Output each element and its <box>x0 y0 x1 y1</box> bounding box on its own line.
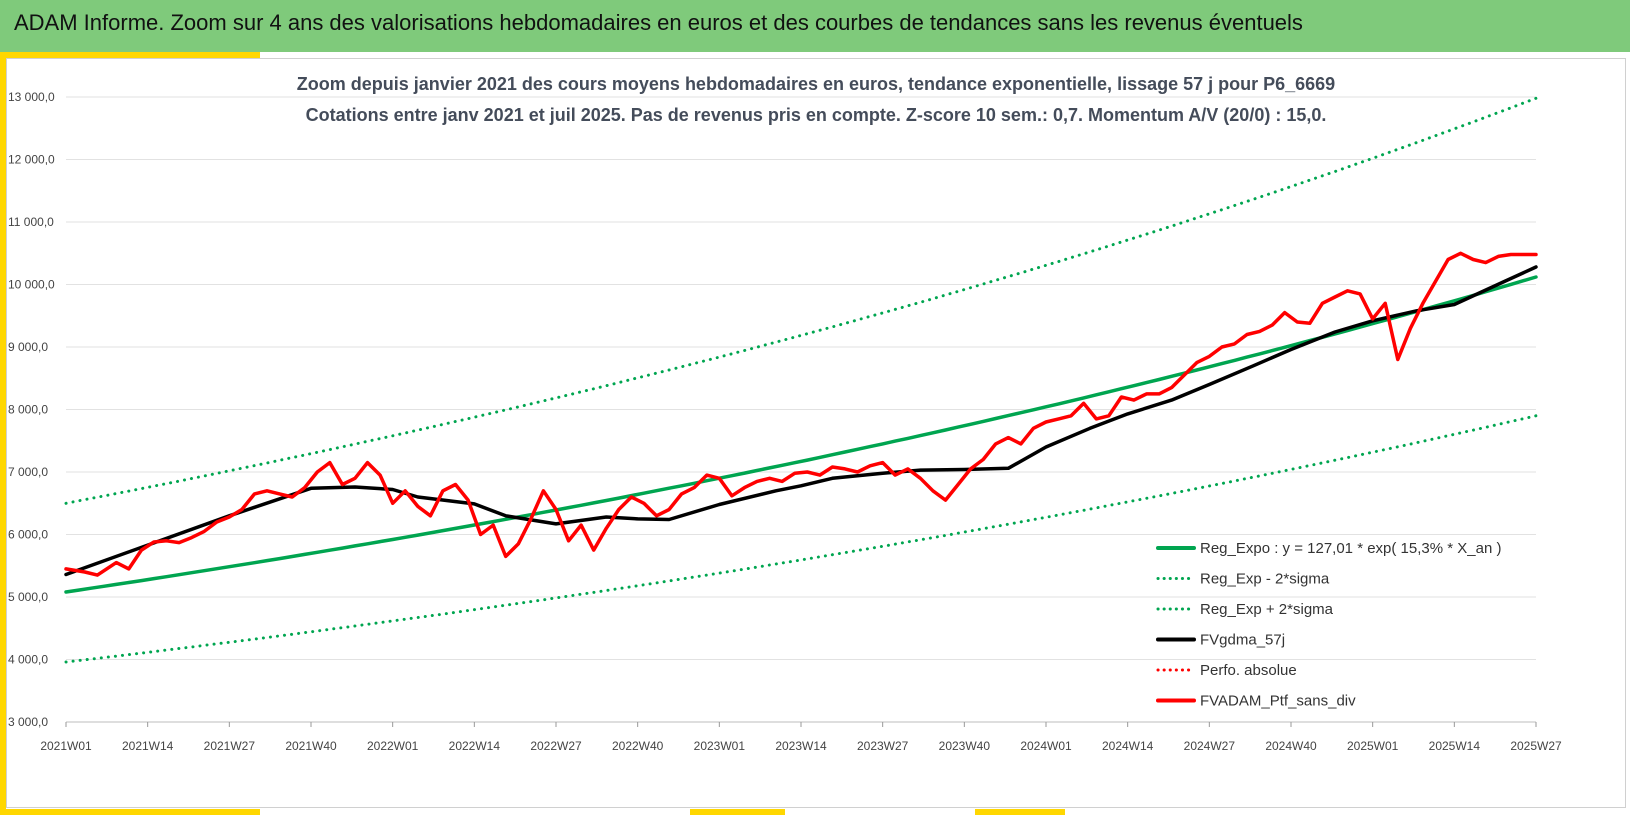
x-tick-label: 2024W01 <box>1020 739 1072 753</box>
legend-label: FVADAM_Ptf_sans_div <box>1200 693 1356 710</box>
x-tick-label: 2023W27 <box>857 739 909 753</box>
page-title: ADAM Informe. Zoom sur 4 ans des valoris… <box>14 10 1303 35</box>
x-tick-label: 2025W27 <box>1510 739 1562 753</box>
legend-label: Reg_Exp + 2*sigma <box>1200 601 1334 618</box>
x-tick-label: 2024W27 <box>1184 739 1236 753</box>
legend-label: Reg_Exp - 2*sigma <box>1200 571 1330 588</box>
x-tick-label: 2021W40 <box>285 739 337 753</box>
y-tick-label: 3 000,0 <box>8 715 48 729</box>
y-tick-label: 6 000,0 <box>8 528 48 542</box>
x-tick-label: 2024W14 <box>1102 739 1154 753</box>
x-tick-label: 2025W01 <box>1347 739 1399 753</box>
x-tick-label: 2022W40 <box>612 739 664 753</box>
x-tick-label: 2021W01 <box>40 739 92 753</box>
legend-label: Perfo. absolue <box>1200 662 1297 679</box>
y-tick-label: 10 000,0 <box>8 278 55 292</box>
series-line-4 <box>64 251 1538 577</box>
y-axis-ticks: 3 000,0 4 000,0 5 000,0 6 000,0 7 000,0 8 000… <box>8 90 55 729</box>
y-tick-label: 4 000,0 <box>8 653 48 667</box>
title-banner: ADAM Informe. Zoom sur 4 ans des valoris… <box>0 0 1630 52</box>
y-tick-label: 9 000,0 <box>8 340 48 354</box>
y-tick-label: 5 000,0 <box>8 590 48 604</box>
accent-bar-bottom <box>690 809 785 815</box>
chart-frame <box>6 58 1626 808</box>
series-lines <box>64 96 1538 664</box>
grid-lines <box>66 96 1536 723</box>
x-tick-label: 2021W27 <box>204 739 256 753</box>
legend: Reg_Expo : y = 127,01 * exp( 15,3% * X_a… <box>1156 540 1501 710</box>
chart-subtitle-line-2: Cotations entre janv 2021 et juil 2025. … <box>306 105 1327 125</box>
accent-bar-left <box>0 52 6 815</box>
x-tick-label: 2023W40 <box>939 739 991 753</box>
x-tick-label: 2023W14 <box>775 739 827 753</box>
series-line-1 <box>64 414 1538 664</box>
x-tick-label: 2024W40 <box>1265 739 1317 753</box>
legend-label: FVgdma_57j <box>1200 632 1285 649</box>
x-tick-label: 2023W01 <box>694 739 746 753</box>
y-tick-label: 12 000,0 <box>8 153 55 167</box>
x-tick-label: 2022W01 <box>367 739 419 753</box>
y-tick-label: 7 000,0 <box>8 465 48 479</box>
y-tick-label: 8 000,0 <box>8 403 48 417</box>
x-axis-ticks: 2021W01 2021W14 2021W27 2021W40 2022W01 2022W… <box>40 722 1562 753</box>
y-tick-label: 13 000,0 <box>8 90 55 104</box>
x-tick-label: 2022W27 <box>530 739 582 753</box>
x-tick-label: 2022W14 <box>449 739 501 753</box>
accent-bar-top <box>0 52 260 58</box>
x-tick-label: 2021W14 <box>122 739 174 753</box>
series-line-2 <box>64 96 1538 505</box>
legend-label: Reg_Expo : y = 127,01 * exp( 15,3% * X_a… <box>1200 540 1501 557</box>
series-line-0 <box>64 275 1538 594</box>
chart-subtitle-line-1: Zoom depuis janvier 2021 des cours moyen… <box>297 74 1335 94</box>
y-tick-label: 11 000,0 <box>8 215 54 229</box>
accent-bar-bottom <box>975 809 1065 815</box>
accent-bar-bottom <box>0 809 260 815</box>
x-tick-label: 2025W14 <box>1429 739 1481 753</box>
